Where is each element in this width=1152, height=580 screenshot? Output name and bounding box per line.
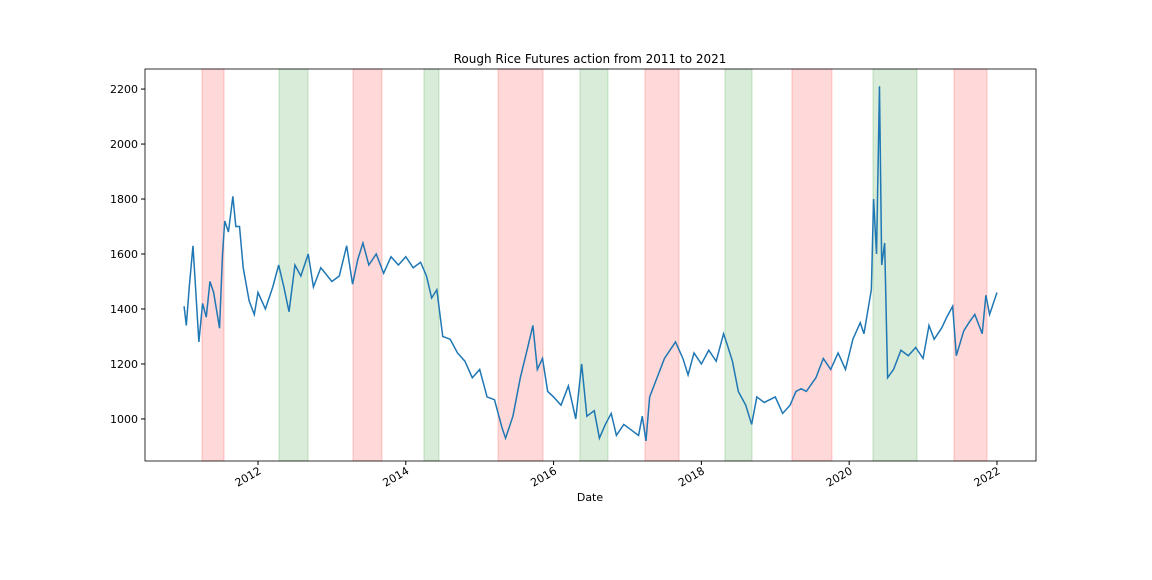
y-tick-label: 2200 (110, 83, 138, 96)
shaded-span (644, 68, 680, 462)
x-tick-label: 2020 (824, 464, 855, 489)
y-tick-label: 1000 (110, 413, 138, 426)
y-tick-label: 1600 (110, 248, 138, 261)
x-tick-label: 2014 (381, 464, 412, 489)
x-tick-label: 2022 (972, 464, 1003, 489)
shaded-span (497, 68, 544, 462)
y-tick-label: 1800 (110, 193, 138, 206)
y-tick-label: 2000 (110, 138, 138, 151)
y-tick-label: 1400 (110, 303, 138, 316)
shaded-span (278, 68, 309, 462)
shaded-span (423, 68, 440, 462)
chart-title: Rough Rice Futures action from 2011 to 2… (454, 52, 727, 66)
x-tick-label: 2018 (676, 464, 707, 489)
shaded-span (352, 68, 383, 462)
y-tick-label: 1200 (110, 358, 138, 371)
x-axis-label: Date (577, 491, 604, 504)
x-tick-label: 2012 (233, 464, 264, 489)
shaded-span (201, 68, 225, 462)
shaded-span (724, 68, 753, 462)
x-tick-label: 2016 (528, 464, 559, 489)
shaded-span (953, 68, 988, 462)
shaded-span (791, 68, 833, 462)
plot-frame (144, 68, 1037, 462)
shaded-span (579, 68, 609, 462)
price-line (183, 86, 998, 442)
